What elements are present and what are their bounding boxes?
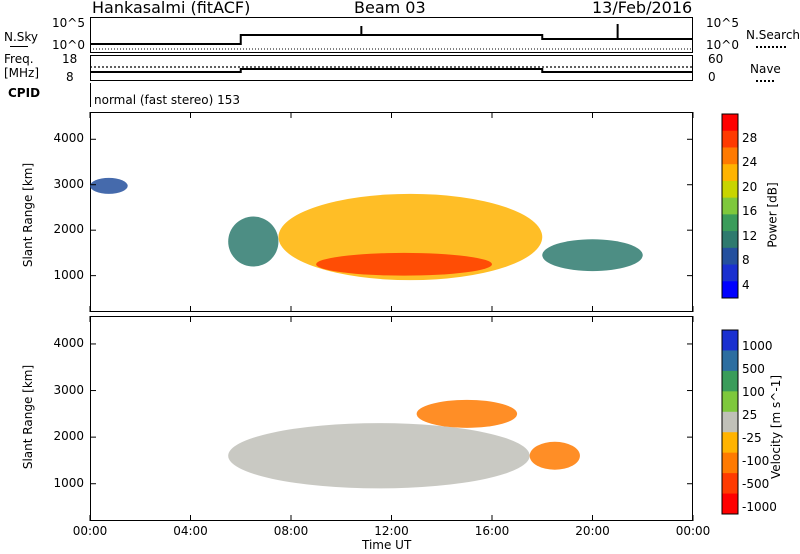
freq-tick-low: 8: [66, 70, 74, 84]
power-colorbar-swatch: [722, 197, 738, 215]
nave-label: Nave: [750, 62, 781, 76]
echo-region: [90, 177, 128, 194]
nave-tick-low: 0: [708, 70, 716, 84]
cpid-label: CPID: [8, 86, 41, 100]
xtick-label: 04:00: [173, 524, 208, 538]
nsky-underline: [10, 46, 28, 47]
ytick-label: 3000: [53, 176, 84, 191]
power-colorbar-swatch: [722, 264, 738, 282]
power-colorbar-swatch: [722, 231, 738, 249]
velocity-cb-tick: 500: [742, 362, 765, 377]
velocity-cb-tick: -500: [742, 477, 770, 492]
power-colorbar-swatch: [722, 114, 738, 132]
xtick-label: 08:00: [273, 524, 309, 538]
xtick-label: 12:00: [374, 524, 409, 538]
freq-label-line1: Freq.: [4, 52, 34, 66]
velocity-colorbar-swatch: [722, 350, 738, 372]
velocity-colorbar-frame: [721, 329, 739, 515]
xtick-label: 16:00: [474, 524, 510, 538]
nsearch-tick-high: 10^5: [706, 16, 739, 30]
velocity-colorbar-swatch: [722, 330, 738, 351]
echo-region: [416, 399, 518, 428]
velocity-colorbar-swatch: [722, 473, 738, 495]
xtick-label: 00:00: [72, 524, 108, 538]
power-colorbar-frame: [721, 113, 739, 299]
beam-title: Beam 03: [354, 0, 426, 17]
velocity-cb-tick: -1000: [742, 500, 777, 515]
velocity-cb-tick: -100: [742, 454, 770, 469]
station-title: Hankasalmi (fitACF): [92, 0, 251, 17]
cpid-separator: [90, 83, 91, 107]
date-title: 13/Feb/2016: [592, 0, 693, 17]
power-cb-tick: 4: [742, 277, 750, 292]
freq-panel: [90, 55, 693, 81]
power-colorbar-swatch: [722, 164, 738, 182]
nave-dotted: [756, 80, 774, 82]
echo-region: [316, 252, 492, 276]
nsky-panel: [90, 17, 693, 53]
power-colorbar-swatch: [722, 180, 738, 199]
xtick-label: 00:00: [675, 524, 711, 538]
power-colorbar-swatch: [722, 214, 738, 232]
nsearch-dotted: [756, 46, 786, 48]
velocity-colorbar-swatch: [722, 411, 738, 433]
cpid-text: normal (fast stereo) 153: [94, 93, 241, 107]
freq-line: [90, 68, 693, 73]
power-cb-tick: 28: [742, 130, 758, 145]
power-cb-tick: 16: [742, 204, 758, 219]
echo-region: [228, 216, 279, 267]
ytick-label: 3000: [53, 382, 84, 397]
echo-region: [228, 423, 530, 489]
velocity-colorbar-swatch: [722, 493, 738, 515]
power-cb-tick: 8: [742, 253, 750, 268]
echo-region: [542, 239, 643, 272]
velocity-colorbar-swatch: [722, 432, 738, 454]
nsearch-tick-low: 10^0: [706, 38, 739, 52]
power-colorbar-swatch: [722, 147, 738, 165]
xlabel: Time UT: [362, 538, 412, 552]
freq-tick-high: 18: [62, 52, 78, 66]
nsky-line: [90, 34, 693, 45]
velocity-colorbar-swatch: [722, 452, 738, 474]
freq-label-line2: [MHz]: [4, 66, 40, 80]
power-colorbar-swatch: [722, 130, 738, 148]
ytick-label: 1000: [53, 267, 84, 282]
ytick-label: 2000: [53, 222, 84, 237]
nsky-tick-high: 10^5: [52, 16, 85, 30]
echo-region: [529, 441, 580, 470]
velocity-cb-tick: -25: [742, 431, 762, 446]
ytick-label: 4000: [53, 335, 84, 350]
power-cb-tick: 12: [742, 228, 758, 243]
power-colorbar-swatch: [722, 281, 738, 299]
velocity-colorbar-swatch: [722, 391, 738, 413]
nsky-label: N.Sky: [4, 30, 39, 44]
velocity-cb-tick: 1000: [742, 339, 773, 354]
xtick-label: 20:00: [575, 524, 610, 538]
velocity-cb-tick: 25: [742, 408, 758, 423]
power-cb-tick: 24: [742, 155, 758, 170]
nsearch-label: N.Search: [746, 28, 800, 42]
ytick-label: 2000: [53, 429, 84, 444]
nsky-tick-low: 10^0: [52, 38, 85, 52]
velocity-cb-tick: 100: [742, 385, 765, 400]
power-cb-tick: 20: [742, 179, 758, 194]
power-colorbar-swatch: [722, 247, 738, 266]
ytick-label: 1000: [53, 475, 84, 490]
velocity-colorbar-swatch: [722, 370, 738, 392]
ytick-label: 4000: [53, 131, 84, 146]
nave-tick-high: 60: [708, 52, 724, 66]
